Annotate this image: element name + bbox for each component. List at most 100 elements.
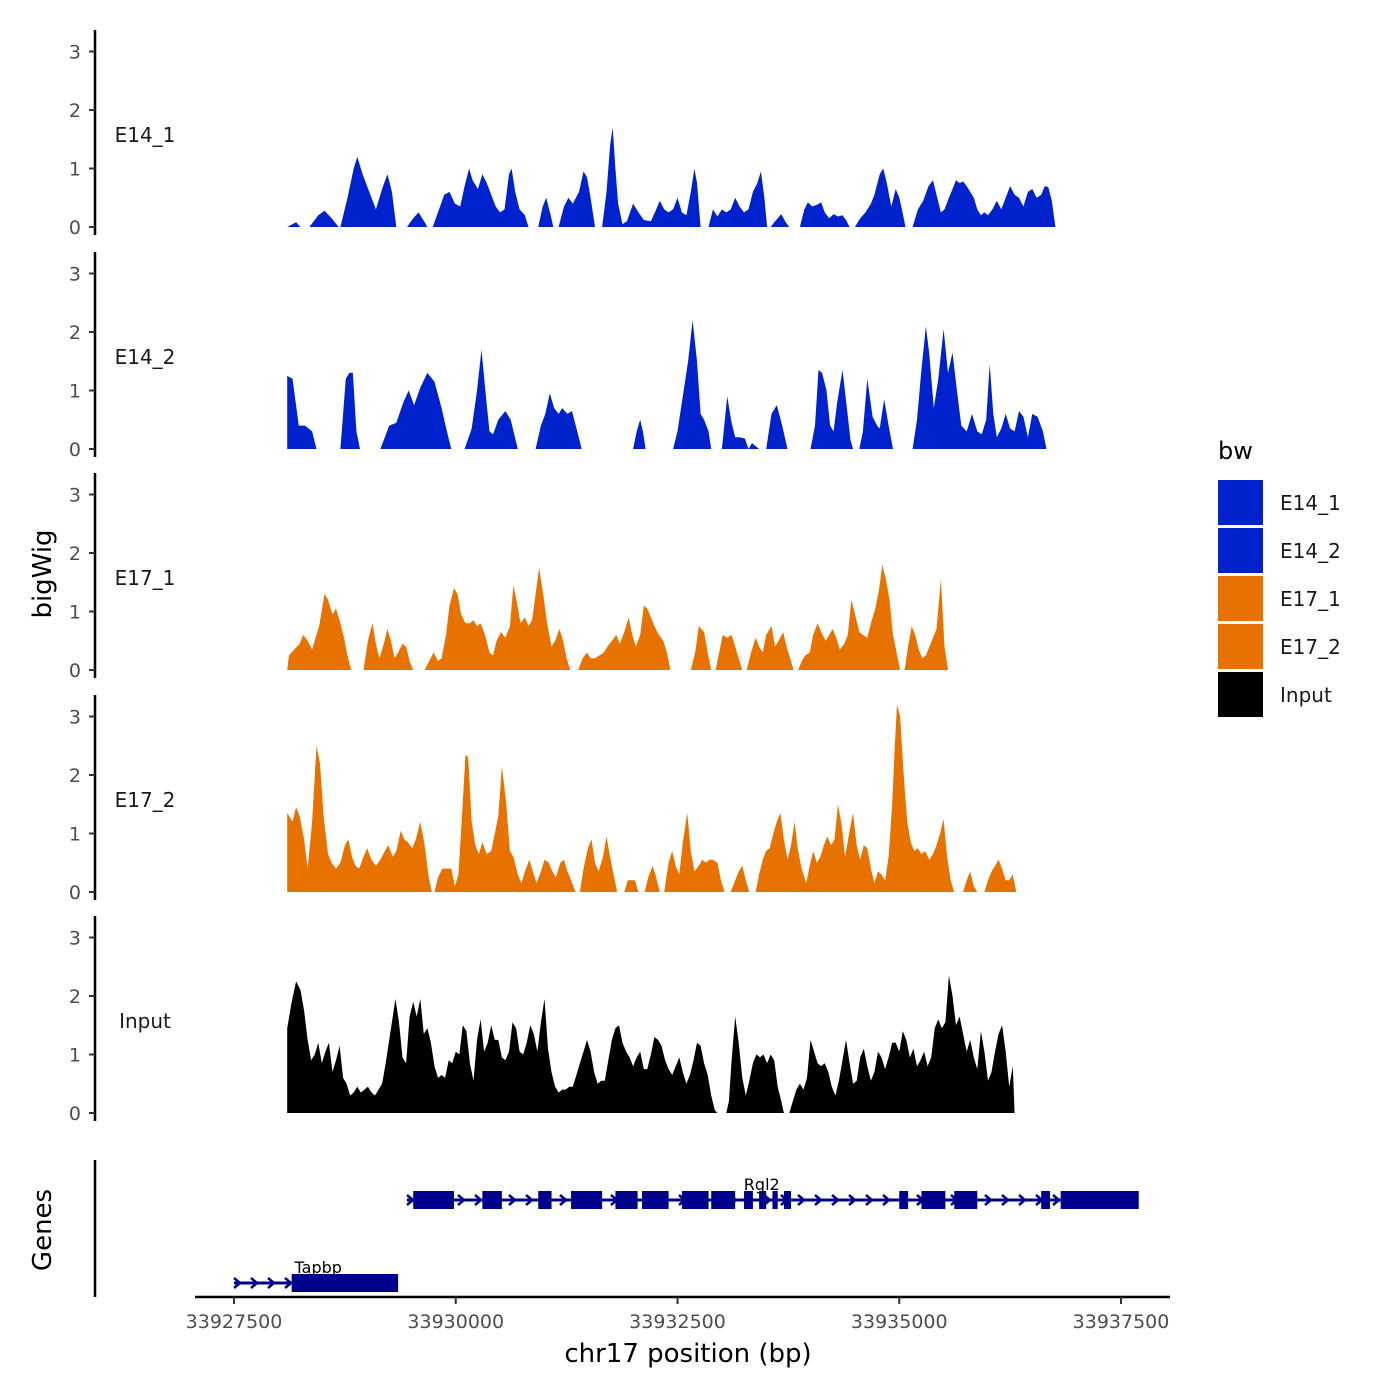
- track-label: E14_2: [115, 345, 176, 369]
- coverage-area: [535, 393, 582, 449]
- legend: bw E14_1 E14_2 E17_1 E17_2 Input: [1218, 437, 1341, 717]
- exon: [642, 1191, 669, 1209]
- coverage-area: [602, 127, 701, 227]
- track-label: E17_1: [115, 566, 176, 590]
- strand-arrow: [525, 1194, 534, 1206]
- legend-entry-e17-2: E17_2: [1218, 624, 1341, 669]
- coverage-area: [340, 372, 360, 449]
- exon: [759, 1191, 767, 1209]
- y-tick-label: 1: [69, 381, 81, 403]
- strand-arrow: [831, 1194, 840, 1206]
- strand-arrow: [233, 1277, 242, 1289]
- coverage-area: [633, 419, 646, 449]
- coverage-area: [810, 370, 854, 449]
- legend-entry-e14-2: E14_2: [1218, 528, 1341, 573]
- exon: [921, 1191, 946, 1209]
- y-axis-title: bigWig: [28, 529, 58, 618]
- coverage-area: [721, 396, 749, 449]
- exon: [772, 1191, 778, 1209]
- coverage-area: [912, 326, 1047, 449]
- coverage-area: [464, 349, 518, 449]
- y-tick-label: 0: [69, 660, 81, 682]
- strand-arrow: [882, 1194, 891, 1206]
- coverage-area: [624, 880, 639, 892]
- y-tick-label: 2: [69, 322, 81, 344]
- exon: [681, 1191, 709, 1209]
- track-input: 0 1 2 3 Input: [69, 916, 1015, 1125]
- legend-entry-e14-1: E14_1: [1218, 480, 1341, 525]
- coverage-area: [434, 754, 576, 892]
- coverage-area: [644, 865, 660, 892]
- coverage-area: [770, 214, 790, 227]
- track-label: E14_1: [115, 123, 176, 147]
- track-label: E17_2: [115, 788, 176, 812]
- strand-arrow: [406, 1194, 415, 1206]
- strand-arrow: [814, 1194, 823, 1206]
- legend-swatch: [1218, 624, 1263, 669]
- coverage-area: [538, 197, 554, 227]
- y-tick-label: 1: [69, 159, 81, 181]
- strand-arrow: [559, 1194, 568, 1206]
- gene-rgl2: Rgl2: [406, 1175, 1139, 1209]
- y-tick-label: 2: [69, 100, 81, 122]
- coverage-area: [746, 626, 794, 670]
- coverage-area: [380, 372, 452, 449]
- coverage-area: [424, 567, 571, 670]
- gene-label: Rgl2: [744, 1175, 780, 1194]
- x-axis: 33927500 33930000 33932500 33935000 33937500: [186, 1295, 1170, 1333]
- legend-label: E14_2: [1280, 539, 1341, 563]
- exon: [954, 1191, 978, 1209]
- legend-swatch: [1218, 576, 1263, 621]
- coverage-area: [799, 202, 850, 227]
- strand-arrow: [267, 1277, 276, 1289]
- coverage-area: [579, 836, 618, 892]
- y-tick-label: 1: [69, 1045, 81, 1067]
- x-tick-label: 33930000: [407, 1311, 504, 1333]
- coverage-area: [287, 375, 317, 449]
- strand-arrow: [984, 1194, 993, 1206]
- coverage-area: [558, 171, 595, 227]
- exon: [413, 1191, 454, 1209]
- exon: [615, 1191, 638, 1209]
- legend-swatch: [1218, 528, 1263, 573]
- y-tick-label: 1: [69, 824, 81, 846]
- exon: [571, 1191, 603, 1209]
- tracks: 0 1 2 3 E14_1 0 1 2 3 E14_2 0 1 2 3 E17_1 0 1 2 3 E17_2 0 1 2 3…: [69, 30, 1056, 1125]
- legend-label: E17_2: [1280, 635, 1341, 659]
- legend-label: Input: [1280, 683, 1332, 707]
- strand-arrow: [797, 1194, 806, 1206]
- coverage-area: [904, 579, 948, 670]
- x-tick-label: 33927500: [186, 1311, 283, 1333]
- coverage-area: [984, 859, 1017, 892]
- exon: [538, 1191, 552, 1209]
- exon: [899, 1191, 909, 1209]
- coverage-area: [726, 1016, 784, 1113]
- y-tick-label: 2: [69, 543, 81, 565]
- exon: [291, 1274, 399, 1292]
- exon: [1060, 1191, 1139, 1209]
- x-tick-label: 33932500: [629, 1311, 726, 1333]
- y-tick-label: 3: [69, 42, 81, 64]
- coverage-area: [287, 222, 301, 227]
- coverage-area: [287, 745, 432, 892]
- coverage-area: [673, 320, 712, 449]
- coverage-area: [708, 171, 768, 227]
- y-tick-label: 3: [69, 264, 81, 286]
- exon: [783, 1191, 792, 1209]
- y-tick-label: 2: [69, 765, 81, 787]
- coverage-area: [730, 865, 750, 892]
- x-tick-label: 33935000: [851, 1311, 948, 1333]
- track-e17-1: 0 1 2 3 E17_1: [69, 473, 948, 682]
- strand-arrow: [865, 1194, 874, 1206]
- coverage-area: [854, 168, 906, 227]
- legend-swatch: [1218, 480, 1263, 525]
- strand-arrow: [1001, 1194, 1010, 1206]
- strand-arrow: [457, 1194, 466, 1206]
- coverage-area: [789, 975, 1015, 1113]
- strand-arrow: [474, 1194, 483, 1206]
- y-tick-label: 0: [69, 1103, 81, 1125]
- coverage-area: [859, 378, 893, 449]
- coverage-area: [766, 405, 788, 449]
- y-tick-label: 3: [69, 707, 81, 729]
- coverage-area: [715, 634, 743, 670]
